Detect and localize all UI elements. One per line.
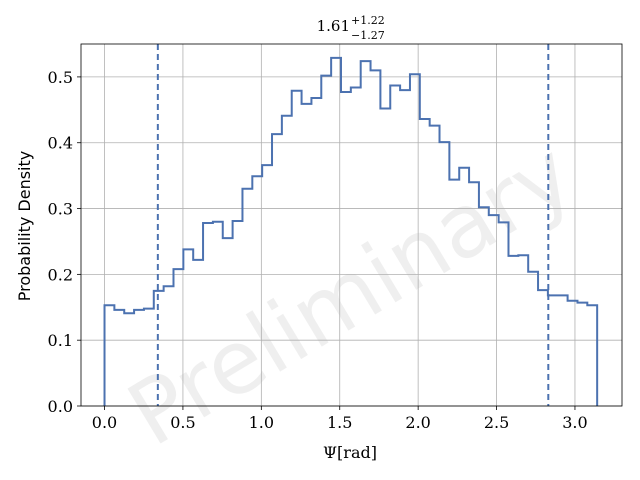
credible-interval-lines bbox=[156, 44, 550, 406]
x-tick-label: 0.5 bbox=[170, 413, 195, 432]
y-tick-label: 0.2 bbox=[48, 265, 73, 284]
x-tick-label: 3.0 bbox=[562, 413, 587, 432]
y-tick-label: 0.3 bbox=[48, 200, 73, 219]
y-axis-ticks: 0.0 0.1 0.2 0.3 0.4 0.5 bbox=[48, 68, 81, 416]
title-median: 1.61 bbox=[317, 17, 350, 35]
x-tick-label: 1.0 bbox=[249, 413, 274, 432]
plot-frame bbox=[80, 43, 623, 407]
y-axis-label: Probability Density bbox=[15, 151, 34, 302]
x-axis-ticks: 0.0 0.5 1.0 1.5 2.0 2.5 3.0 bbox=[92, 406, 588, 432]
x-tick-label: 1.5 bbox=[327, 413, 352, 432]
y-tick-label: 0.1 bbox=[48, 331, 73, 350]
x-tick-label: 2.0 bbox=[405, 413, 430, 432]
x-tick-label: 2.5 bbox=[484, 413, 509, 432]
y-tick-label: 0.0 bbox=[48, 397, 73, 416]
histogram-step-line bbox=[103, 56, 599, 406]
chart-title: 1.61 bbox=[317, 17, 350, 35]
x-tick-label: 0.0 bbox=[92, 413, 117, 432]
y-tick-label: 0.4 bbox=[48, 134, 73, 153]
title-upper-error: +1.22 bbox=[351, 14, 385, 27]
title-lower-error: −1.27 bbox=[351, 29, 385, 42]
x-axis-label: Ψ[rad] bbox=[323, 443, 377, 462]
y-tick-label: 0.5 bbox=[48, 68, 73, 87]
